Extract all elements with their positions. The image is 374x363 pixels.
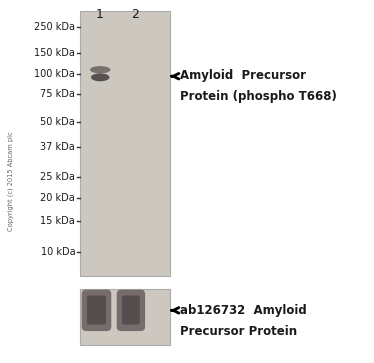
Text: 25 kDa: 25 kDa	[40, 172, 75, 182]
Text: 150 kDa: 150 kDa	[34, 48, 75, 58]
Text: 10 kDa: 10 kDa	[40, 247, 75, 257]
Text: Copyright (c) 2015 Abcam plc: Copyright (c) 2015 Abcam plc	[7, 132, 14, 231]
Text: 15 kDa: 15 kDa	[40, 216, 75, 227]
Text: Amyloid  Precursor: Amyloid Precursor	[180, 69, 306, 82]
Text: 1: 1	[95, 8, 103, 21]
FancyBboxPatch shape	[117, 290, 145, 331]
Text: 250 kDa: 250 kDa	[34, 22, 75, 32]
Text: ab126732  Amyloid: ab126732 Amyloid	[180, 304, 306, 317]
FancyBboxPatch shape	[87, 295, 106, 325]
Text: 20 kDa: 20 kDa	[40, 193, 75, 203]
Text: Protein (phospho T668): Protein (phospho T668)	[180, 90, 336, 103]
Text: Precursor Protein: Precursor Protein	[180, 325, 297, 338]
Text: 37 kDa: 37 kDa	[40, 142, 75, 152]
Bar	[80, 289, 170, 345]
Text: 75 kDa: 75 kDa	[40, 89, 75, 99]
FancyBboxPatch shape	[82, 290, 111, 331]
Text: 100 kDa: 100 kDa	[34, 69, 75, 79]
Ellipse shape	[90, 66, 111, 73]
Text: 50 kDa: 50 kDa	[40, 117, 75, 127]
Ellipse shape	[91, 73, 110, 81]
Text: 2: 2	[131, 8, 139, 21]
Bar	[80, 11, 170, 276]
FancyBboxPatch shape	[122, 295, 140, 325]
